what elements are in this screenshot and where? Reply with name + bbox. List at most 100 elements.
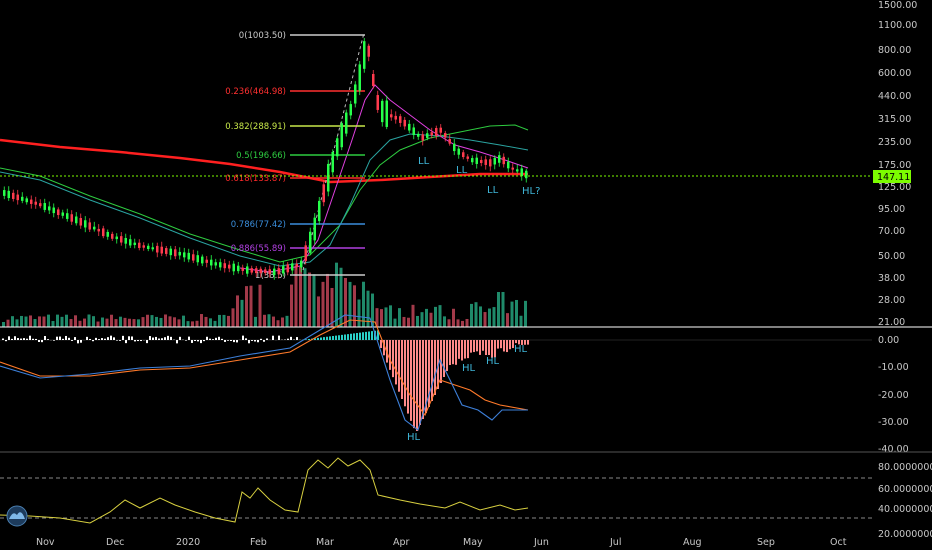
macd-histogram-bar xyxy=(395,340,397,385)
macd-histogram-bar xyxy=(122,335,124,340)
macd-histogram-bar xyxy=(479,340,481,355)
candle-body xyxy=(462,152,465,158)
volume-bar xyxy=(186,321,190,327)
macd-histogram-bar xyxy=(470,340,472,353)
candle-body xyxy=(187,252,190,260)
candle-body xyxy=(183,252,186,258)
volume-bar xyxy=(96,321,100,327)
candle-body xyxy=(453,143,456,152)
candle-body xyxy=(259,268,262,274)
volume-bar xyxy=(141,317,145,327)
annotation-hl: HL xyxy=(462,363,476,374)
volume-bar xyxy=(123,317,127,327)
candle-body xyxy=(21,196,24,201)
volume-bar xyxy=(389,305,392,327)
candle-body xyxy=(75,216,78,224)
volume-bar xyxy=(101,317,104,327)
candle-body xyxy=(507,161,510,169)
candle-body xyxy=(525,170,528,179)
candle-body xyxy=(142,245,145,248)
volume-bar xyxy=(168,316,172,327)
macd-histogram-bar xyxy=(338,335,340,340)
candle-body xyxy=(295,263,298,268)
macd-histogram-bar xyxy=(341,334,343,340)
volume-bar xyxy=(519,315,523,327)
volume-bar xyxy=(240,299,244,327)
volume-bar xyxy=(317,296,320,327)
volume-bar xyxy=(362,281,365,327)
fibonacci-retracement[interactable]: 0(1003.50) 0.236(464.98) 0.382(288.91) 0.5(… xyxy=(225,31,365,281)
macd-tick: 0.00 xyxy=(878,335,899,346)
candle-body xyxy=(417,133,420,137)
candle-body xyxy=(322,184,325,203)
volume-bar xyxy=(38,316,41,327)
candle-body xyxy=(174,249,177,257)
macd-histogram-bar xyxy=(176,340,178,344)
macd-histogram-bar xyxy=(482,340,484,351)
macd-histogram-bar xyxy=(215,337,217,340)
candle-body xyxy=(219,262,222,268)
logo-badge[interactable] xyxy=(6,505,28,527)
macd-tick: -10.00 xyxy=(878,362,909,373)
volume-bar xyxy=(209,318,212,327)
macd-histogram-bar xyxy=(5,340,7,342)
macd-histogram-bar xyxy=(347,334,349,340)
macd-histogram-bar xyxy=(41,340,43,343)
candle-body xyxy=(133,242,136,246)
candle-body xyxy=(88,222,91,230)
time-tick: Apr xyxy=(393,537,410,548)
volume-bar xyxy=(335,262,338,327)
macd-histogram-bar xyxy=(500,340,502,349)
candle-body xyxy=(165,248,168,254)
volume-bar xyxy=(443,316,446,327)
macd-signal-line xyxy=(0,319,529,417)
candle-body xyxy=(111,233,114,239)
volume-bar xyxy=(213,320,217,327)
time-tick: Jun xyxy=(533,537,549,548)
candle-body xyxy=(169,248,172,256)
macd-histogram-bar xyxy=(125,340,127,344)
volume-bar xyxy=(434,306,437,327)
candle-body xyxy=(201,256,204,264)
price-tick: 600.00 xyxy=(878,68,911,79)
price-tick: 70.00 xyxy=(878,226,905,237)
volume-bar xyxy=(393,318,397,327)
macd-line xyxy=(0,314,528,431)
macd-histogram-bar xyxy=(452,340,454,365)
candle-body xyxy=(196,255,199,263)
volume-bar xyxy=(506,313,509,327)
candle-body xyxy=(151,247,154,250)
macd-histogram-bar xyxy=(212,339,214,340)
volume-bar xyxy=(164,314,167,327)
annotation-ll: LL xyxy=(487,185,499,196)
macd-histogram-bar xyxy=(317,337,319,340)
candle-body xyxy=(336,138,339,157)
candle-body xyxy=(255,268,258,274)
macd-histogram-bar xyxy=(278,335,280,340)
macd-tick: -40.00 xyxy=(878,444,909,455)
candle-body xyxy=(214,262,217,266)
macd-histogram-bar xyxy=(77,340,79,344)
macd-histogram-bar xyxy=(263,340,265,342)
volume-bar xyxy=(51,321,55,327)
macd-histogram-bar xyxy=(272,335,274,340)
macd-histogram-bar xyxy=(449,340,451,365)
macd-histogram-bar xyxy=(47,339,49,340)
volume-bar xyxy=(119,316,122,327)
macd-histogram-bar xyxy=(446,340,448,371)
candle-body xyxy=(277,268,280,275)
candle-body xyxy=(192,254,195,261)
volume-bar xyxy=(60,316,64,327)
macd-histogram-bar xyxy=(134,340,136,342)
volume-bar xyxy=(321,281,325,327)
candle-body xyxy=(300,260,303,268)
price-tick: 235.00 xyxy=(878,137,911,148)
volume-bar xyxy=(524,300,527,327)
candle-body xyxy=(331,151,334,173)
candle-body xyxy=(489,159,492,167)
volume-bar xyxy=(380,309,383,327)
volume-bar xyxy=(92,316,95,327)
volume-bar xyxy=(474,302,478,327)
candle-body xyxy=(115,236,118,240)
